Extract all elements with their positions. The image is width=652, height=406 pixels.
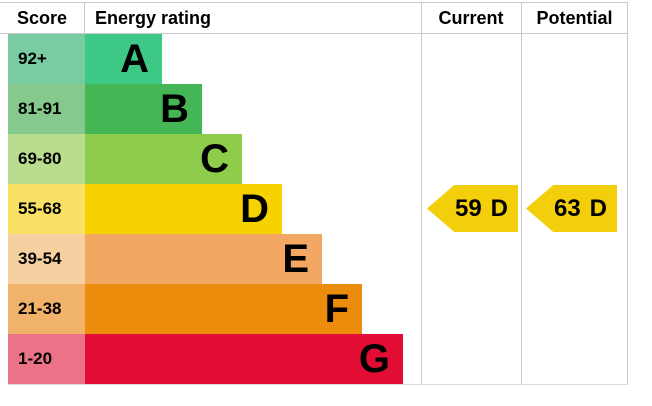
score-range-label: 69-80 [18, 149, 62, 168]
rating-bar-e: E [85, 234, 322, 284]
current-rating-arrow: 59 D [427, 185, 518, 232]
grade-letter: G [358, 337, 390, 381]
potential-rating-arrow: 63 D [526, 185, 617, 232]
table-bottom-border [8, 384, 628, 385]
rating-bands: 92+ A 81-91 B 69-80 C 55-68 D 39-54 E 21… [8, 34, 403, 384]
band-row-f: 21-38 F [8, 284, 403, 334]
header-energy-rating-label: Energy rating [95, 7, 212, 28]
score-range-label: 39-54 [18, 249, 62, 268]
header-row: Score Energy rating Current Potential [0, 2, 628, 34]
score-range-cell: 1-20 [8, 334, 85, 384]
header-potential-label: Potential [536, 7, 613, 28]
score-range-cell: 39-54 [8, 234, 85, 284]
score-range-cell: 81-91 [8, 84, 85, 134]
grade-letter: A [120, 37, 149, 81]
rating-bar-f: F [85, 284, 362, 334]
grade-letter: F [324, 287, 349, 331]
rating-bar-d: D [85, 184, 282, 234]
current-rating-value: 59 [454, 194, 482, 222]
header-current-label: Current [438, 7, 504, 28]
score-range-cell: 21-38 [8, 284, 85, 334]
score-range-label: 92+ [18, 49, 47, 68]
grade-letter: C [200, 137, 229, 181]
score-range-cell: 69-80 [8, 134, 85, 184]
grade-letter: E [282, 237, 309, 281]
rating-bar-b: B [85, 84, 202, 134]
potential-column-right-border [627, 2, 628, 384]
rating-bar-a: A [85, 34, 162, 84]
potential-rating-value: 63 [553, 194, 581, 222]
grade-letter: B [160, 87, 189, 131]
band-row-a: 92+ A [8, 34, 403, 84]
rating-bar-g: G [85, 334, 403, 384]
band-row-g: 1-20 G [8, 334, 403, 384]
current-column-left-border [421, 2, 422, 384]
header-score-label: Score [0, 3, 85, 33]
band-row-e: 39-54 E [8, 234, 403, 284]
score-range-label: 55-68 [18, 199, 62, 218]
score-range-cell: 92+ [8, 34, 85, 84]
band-row-b: 81-91 B [8, 84, 403, 134]
score-range-label: 81-91 [18, 99, 62, 118]
score-range-label: 1-20 [18, 349, 53, 368]
band-row-c: 69-80 C [8, 134, 403, 184]
grade-letter: D [240, 187, 269, 231]
score-range-cell: 55-68 [8, 184, 85, 234]
potential-column-left-border [521, 2, 522, 384]
potential-rating-grade: D [589, 194, 608, 222]
band-row-d: 55-68 D [8, 184, 403, 234]
current-rating-grade: D [490, 194, 509, 222]
rating-bar-c: C [85, 134, 242, 184]
score-range-label: 21-38 [18, 299, 62, 318]
